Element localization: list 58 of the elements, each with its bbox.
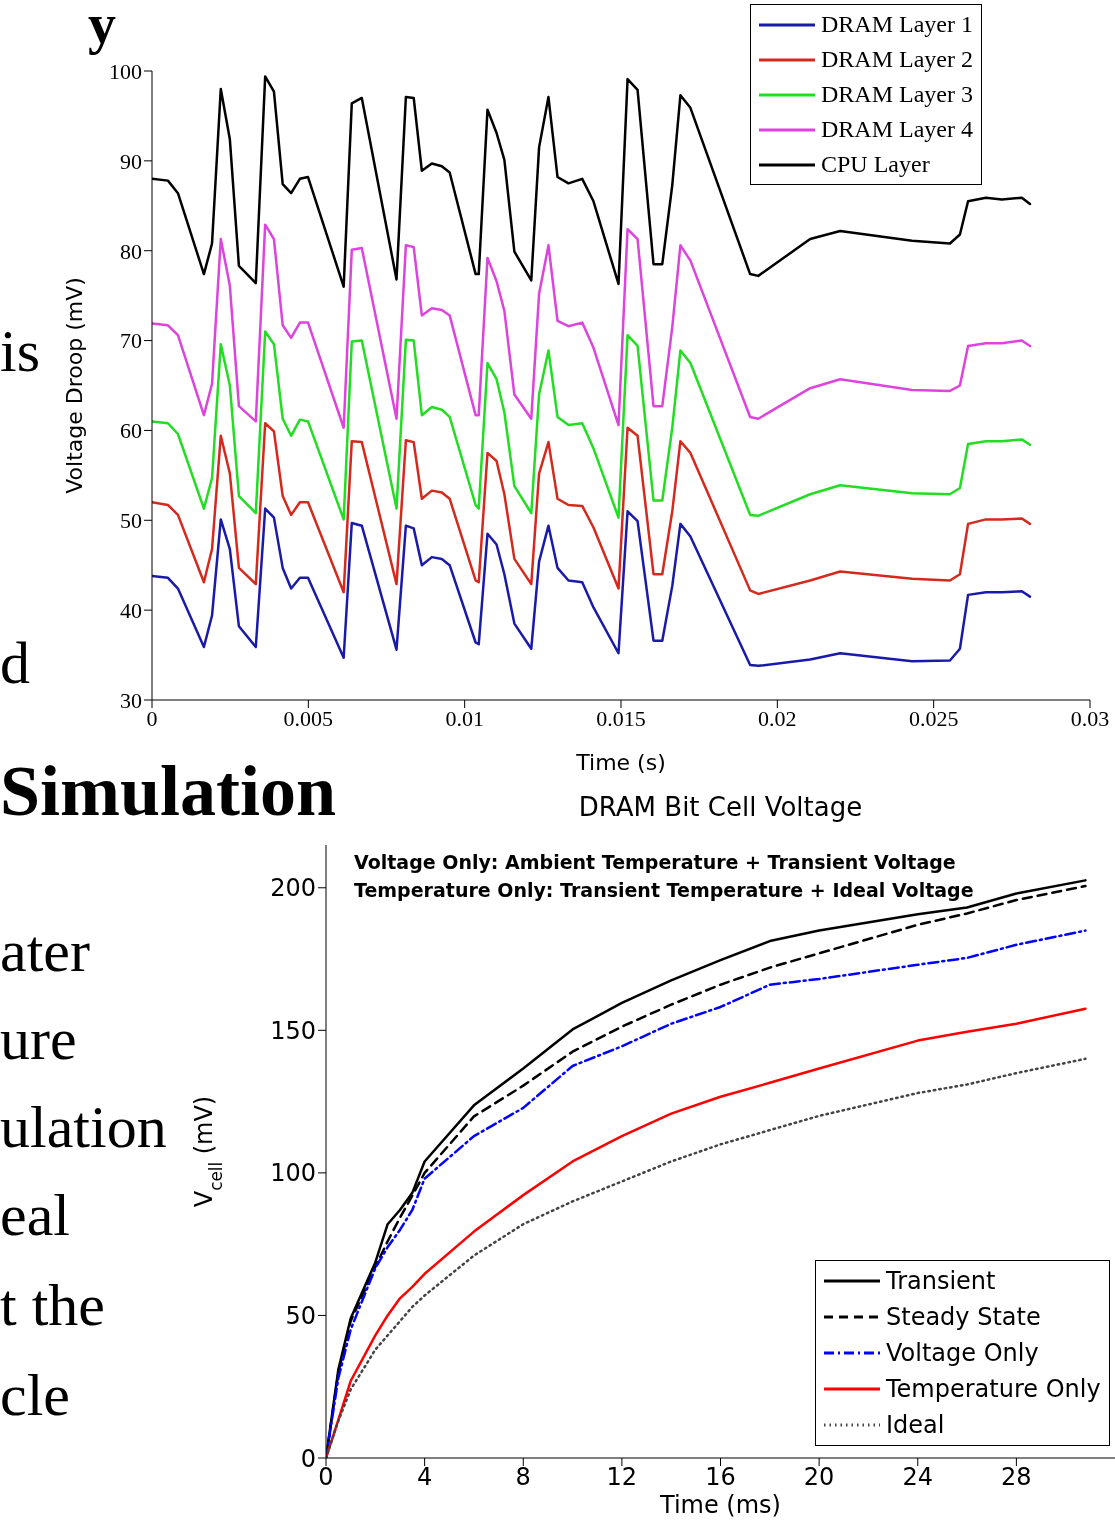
- x-tick-label: 20: [803, 1463, 835, 1492]
- x-tick-label: 4: [416, 1463, 433, 1492]
- text: t the: [0, 1272, 105, 1338]
- legend-label: Steady State: [886, 1303, 1041, 1331]
- y-tick-label: 0: [300, 1444, 316, 1473]
- y-tick-label: 70: [120, 328, 142, 354]
- y-tick-label: 90: [120, 148, 142, 174]
- x-tick-label: 0.02: [758, 705, 797, 731]
- line-series: [152, 421, 1032, 596]
- x-tick-label: 24: [902, 1463, 934, 1492]
- y-tick-label: 30: [120, 687, 142, 713]
- text: ure: [0, 1006, 77, 1072]
- x-tick-label: 12: [606, 1463, 638, 1492]
- legend-label: Temperature Only: [886, 1375, 1101, 1403]
- legend-label: CPU Layer: [821, 151, 930, 178]
- chart-title: DRAM Bit Cell Voltage: [578, 792, 863, 822]
- annotation: Temperature Only: Transient Temperature + Ideal Voltage: [354, 879, 974, 902]
- y-tick-label: 60: [120, 418, 142, 444]
- legend-label: Transient: [886, 1267, 996, 1295]
- legend-label: DRAM Layer 1: [821, 11, 973, 38]
- text: d: [0, 630, 30, 696]
- x-tick-label: 16: [705, 1463, 736, 1492]
- y-tick-label: 150: [270, 1016, 316, 1045]
- x-tick-label: 28: [1001, 1463, 1032, 1492]
- text: is: [0, 318, 41, 384]
- line-series: [152, 330, 1032, 521]
- legend-label: DRAM Layer 2: [821, 46, 973, 73]
- x-tick-label: 8: [515, 1463, 531, 1492]
- line-series: [152, 223, 1032, 429]
- x-tick-label: 0.03: [1070, 705, 1110, 731]
- x-tick-label: 0.01: [445, 705, 484, 731]
- y-tick-label: 100: [270, 1159, 316, 1188]
- y-tick-label: 50: [120, 508, 142, 534]
- x-axis-title: Time (ms): [659, 1491, 781, 1519]
- x-tick-label: 0.005: [283, 705, 334, 731]
- annotation: Voltage Only: Ambient Temperature + Transient Voltage: [354, 851, 956, 874]
- x-tick-label: 0.025: [908, 705, 959, 731]
- y-tick-label: 50: [285, 1301, 316, 1330]
- text: eal: [0, 1182, 70, 1248]
- text: Simulation: [0, 751, 337, 832]
- y-tick-label: 80: [120, 238, 142, 264]
- x-tick-label: 0: [318, 1463, 334, 1492]
- y-tick-label: 100: [109, 58, 142, 84]
- legend-label: Voltage Only: [886, 1339, 1039, 1367]
- y-axis-title: Voltage Droop (mV): [62, 277, 87, 494]
- line-series: [152, 507, 1032, 668]
- text: ulation: [0, 1094, 167, 1160]
- legend-label: DRAM Layer 4: [821, 116, 973, 143]
- legend-label: DRAM Layer 3: [821, 81, 973, 108]
- text: y: [88, 0, 116, 56]
- text: ater: [0, 918, 90, 984]
- legend-label: Ideal: [886, 1411, 945, 1439]
- text: cle: [0, 1362, 70, 1428]
- x-axis-title: Time (s): [575, 750, 666, 775]
- y-tick-label: 40: [120, 597, 142, 623]
- x-tick-label: 0: [146, 705, 158, 731]
- x-tick-label: 0.015: [596, 705, 646, 731]
- y-tick-label: 200: [270, 874, 316, 903]
